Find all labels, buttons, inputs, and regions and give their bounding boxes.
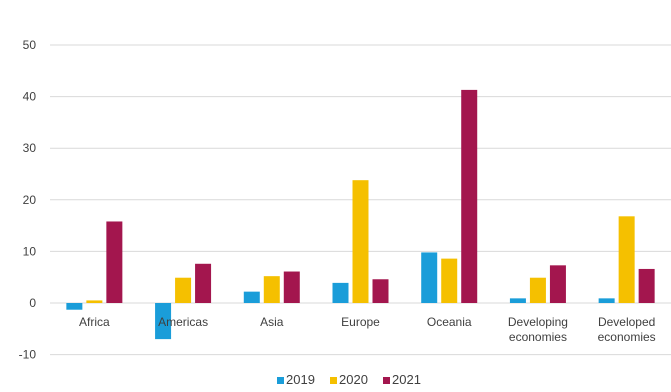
legend-label: 2021: [392, 372, 421, 387]
category-label: Africa: [79, 315, 110, 329]
bar-2020: [86, 300, 103, 303]
bar-2019: [509, 298, 526, 303]
y-tick-label: 40: [23, 90, 37, 104]
y-axis-ticks: -10 0 10 20 30 40 50: [19, 38, 37, 362]
bar-2021: [372, 279, 389, 303]
bar-2020: [618, 216, 635, 303]
legend-label: 2020: [339, 372, 368, 387]
bar-2021: [195, 263, 212, 303]
y-tick-label: 10: [23, 244, 37, 258]
bars: [66, 89, 655, 340]
y-tick-label: -10: [19, 348, 37, 362]
bar-2019: [66, 303, 83, 310]
bar-2019: [332, 282, 349, 303]
bar-2021: [283, 271, 300, 303]
bar-2020: [529, 277, 546, 303]
bar-2019: [243, 291, 260, 303]
y-tick-label: 50: [23, 38, 37, 52]
category-label: Developed economies: [598, 315, 656, 344]
category-label: Americas: [158, 315, 208, 329]
bar-2019: [155, 303, 172, 340]
bar-2020: [352, 180, 369, 303]
bar-2020: [175, 277, 192, 303]
y-tick-label: 20: [23, 193, 37, 207]
bar-2021: [638, 268, 655, 303]
legend-label: 2019: [286, 372, 315, 387]
category-labels: Africa Americas Asia Europe Oceania Developin…: [79, 315, 656, 344]
bar-2020: [263, 276, 280, 303]
y-tick-label: 30: [23, 141, 37, 155]
bar-2021: [106, 221, 123, 303]
legend-swatch: [277, 377, 284, 384]
category-label: Europe: [341, 315, 380, 329]
y-tick-label: 0: [29, 296, 36, 310]
category-label: Developing economies: [508, 315, 568, 344]
category-label: Oceania: [427, 315, 472, 329]
bar-2021: [461, 89, 478, 303]
legend-swatch: [330, 377, 337, 384]
legend-swatch: [383, 377, 390, 384]
bar-2019: [598, 298, 615, 303]
bar-2021: [549, 265, 566, 303]
bar-2019: [421, 252, 438, 303]
category-label: Asia: [260, 315, 284, 329]
bar-2020: [441, 258, 458, 303]
legend: 2019 2020 2021: [277, 372, 421, 387]
